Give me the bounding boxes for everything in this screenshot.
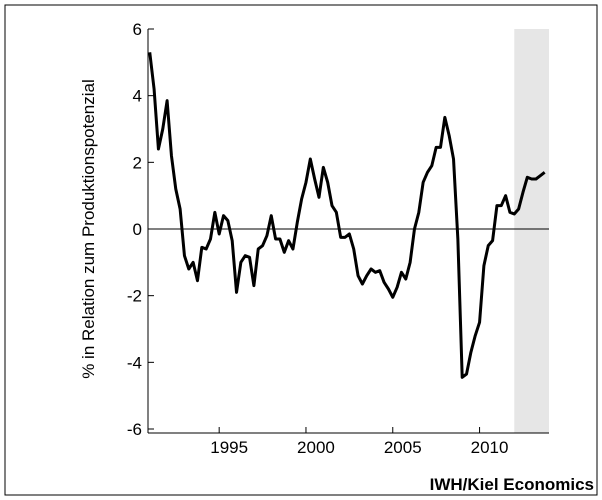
y-tick-label: -2 — [127, 287, 142, 306]
source: IWH/Kiel Economics — [430, 475, 594, 494]
shaded-range — [514, 29, 549, 433]
data-line — [148, 52, 546, 379]
frame — [4, 4, 598, 496]
x-tick-label: 2005 — [384, 438, 422, 457]
y-tick-label: 4 — [133, 87, 142, 106]
y-tick-label: 2 — [133, 153, 142, 172]
y-tick-label: 6 — [133, 20, 142, 39]
y-axis-label: % in Relation zum Produktionspotenzial — [79, 79, 98, 379]
x-tick-label: 1995 — [210, 438, 248, 457]
y-tick-label: -6 — [127, 420, 142, 439]
y-tick-label: -4 — [127, 353, 142, 372]
x-tick-label: 2010 — [471, 438, 509, 457]
x-tick-label: 2000 — [297, 438, 335, 457]
y-tick-label: 0 — [133, 220, 142, 239]
